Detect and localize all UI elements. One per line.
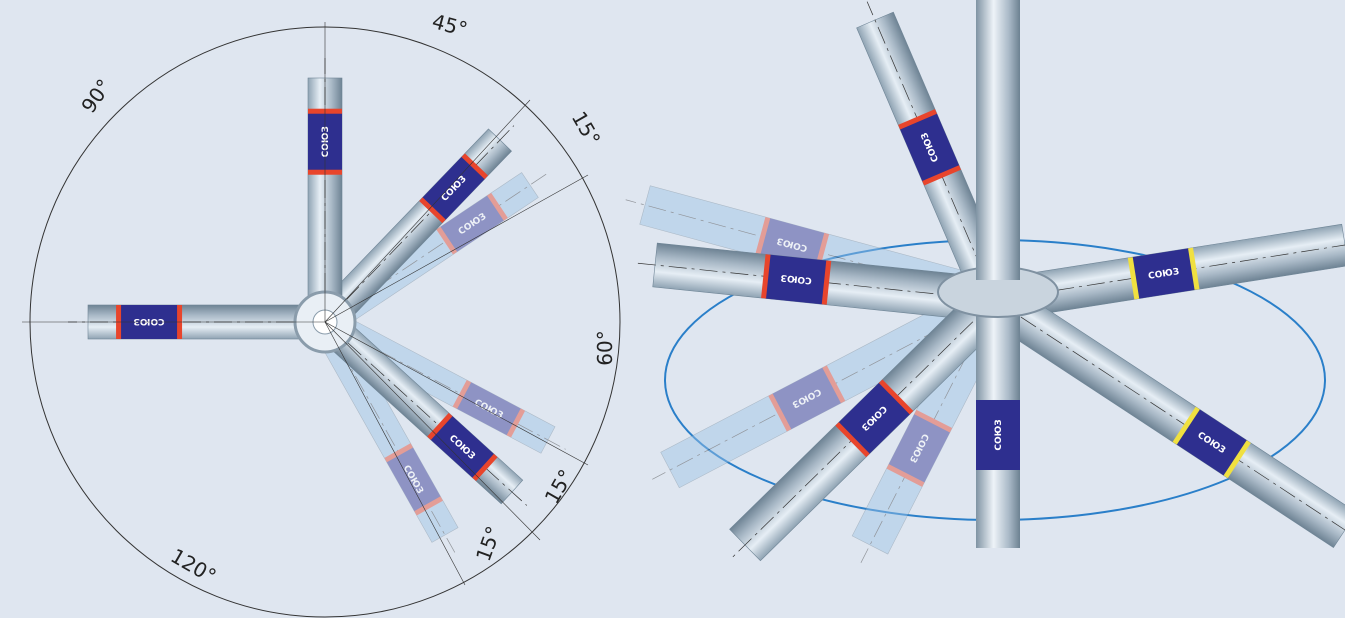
dimension-line <box>324 321 541 541</box>
stripe <box>914 409 953 433</box>
ledger-tube: СОЮЗ <box>856 1 1014 309</box>
stripe <box>414 496 443 516</box>
stripe <box>761 254 771 299</box>
stripe <box>878 379 914 415</box>
tube-label: СОЮЗ <box>994 419 1004 450</box>
dimension-line <box>324 99 531 323</box>
label-band <box>771 367 842 430</box>
angle-label: 60° <box>593 330 617 365</box>
ledger-tube: СОЮЗ <box>652 281 1005 489</box>
stripe <box>835 422 870 458</box>
label-band <box>456 381 522 436</box>
ledger-tube: СОЮЗ <box>313 309 528 506</box>
label-band <box>899 112 960 182</box>
stripe <box>821 260 832 305</box>
axis-line <box>994 299 1345 542</box>
stripe <box>384 443 413 463</box>
ledger-tube: СОЮЗ <box>313 125 515 334</box>
dimension-line <box>324 174 589 323</box>
label-band <box>765 254 828 305</box>
label-band <box>1131 248 1196 299</box>
stripe <box>886 464 925 487</box>
ledger-tube: СОЮЗ <box>991 223 1345 322</box>
label-band <box>1175 408 1248 476</box>
stripe <box>1172 406 1200 445</box>
label-band <box>976 400 1020 470</box>
tube-label: СОЮЗ <box>321 126 331 157</box>
stripe <box>419 197 446 224</box>
axis-line <box>324 125 515 323</box>
ledger-tube: СОЮЗ <box>983 282 1345 548</box>
vertical-standard <box>976 0 1020 280</box>
stripe <box>898 109 937 130</box>
stripe <box>822 365 846 404</box>
label-band <box>439 195 505 253</box>
dimension-line <box>324 321 466 586</box>
stripe <box>461 153 489 180</box>
label-band <box>838 382 911 455</box>
tube-label: СОЮЗ <box>133 316 164 326</box>
stripe <box>922 165 961 186</box>
ledger-tube: СОЮЗ <box>729 283 1011 562</box>
axis-line <box>324 321 528 506</box>
tube-label: СОЮЗ <box>780 272 812 285</box>
stripe <box>506 408 526 438</box>
stripe <box>436 226 458 255</box>
axis-line <box>860 299 996 563</box>
stripe <box>472 453 498 481</box>
stripe <box>754 216 771 257</box>
stripe <box>1223 440 1251 479</box>
stripe <box>452 380 472 409</box>
label-band <box>888 413 951 484</box>
ledger-tube: СОЮЗ <box>635 242 998 323</box>
stripe <box>487 192 508 221</box>
dimension-line <box>324 321 589 466</box>
tube-label: СОЮЗ <box>1148 267 1180 282</box>
stripe <box>1127 257 1140 300</box>
label-band <box>430 415 495 479</box>
stripe <box>768 393 792 432</box>
stripe <box>427 412 453 440</box>
stripe <box>1188 247 1200 290</box>
label-band <box>421 156 486 221</box>
